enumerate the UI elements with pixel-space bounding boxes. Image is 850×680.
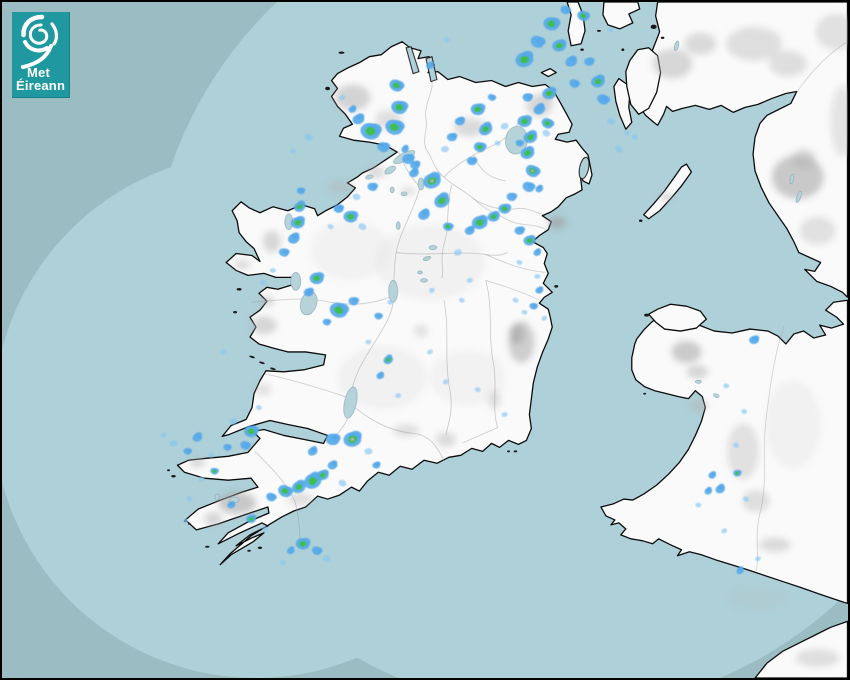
logo-text-line1: Met: [27, 64, 50, 80]
ireland-landmass: [176, 41, 593, 566]
small-islands: [167, 24, 665, 552]
rathlin-island: [540, 67, 557, 78]
met-eireann-logo: Met Éireann: [12, 12, 70, 98]
logo-wordmark: Met Éireann: [12, 66, 70, 93]
radar-precipitation-layer: [160, 5, 761, 575]
county-boundaries-layer: [251, 41, 848, 571]
lough-derg: [343, 386, 358, 419]
strangford-lough: [578, 156, 590, 180]
arran-island: [625, 47, 662, 115]
lough-swilly-inlet: [405, 46, 420, 75]
lakes-layer: [214, 40, 802, 504]
cyclone-swirl-icon: [21, 14, 59, 69]
lough-ree: [388, 280, 398, 303]
terrain-relief-layer: [189, 13, 848, 668]
anglesey-island: [648, 303, 707, 332]
islay-jura-islands: [602, 2, 641, 30]
isle-of-man-landmass: [643, 163, 693, 220]
logo-text-line2: Éireann: [16, 78, 66, 94]
